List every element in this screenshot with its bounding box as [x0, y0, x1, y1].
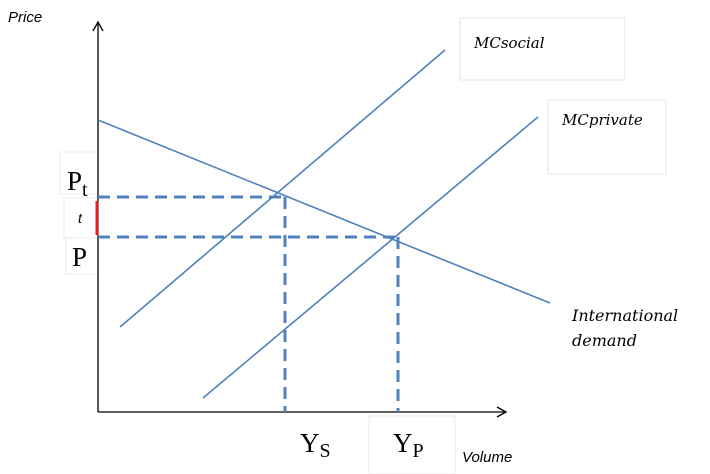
mcprivate-line	[202, 116, 539, 399]
p-label-box	[65, 237, 99, 275]
mcprivate-label: MCprivate	[561, 111, 643, 129]
mcprivate-label-box	[547, 99, 667, 175]
yp-label: YP	[393, 428, 424, 462]
demand-label-line2: demand	[572, 331, 637, 350]
x-axis-label: Volume	[462, 449, 512, 466]
pt-label: Pt	[67, 166, 88, 201]
mcsocial-line	[119, 49, 446, 328]
pt-label-box	[59, 151, 99, 195]
y-axis-label: Price	[8, 9, 42, 26]
mcsocial-label: MCsocial	[473, 34, 545, 52]
p-label: P	[72, 242, 87, 272]
mcsocial-label-box	[459, 17, 626, 81]
yp-label-box	[368, 415, 456, 474]
international-demand-line	[97, 119, 551, 304]
ys-label: YS	[300, 428, 331, 462]
tax-label: t	[78, 210, 83, 226]
demand-label-line1: International	[571, 306, 678, 325]
